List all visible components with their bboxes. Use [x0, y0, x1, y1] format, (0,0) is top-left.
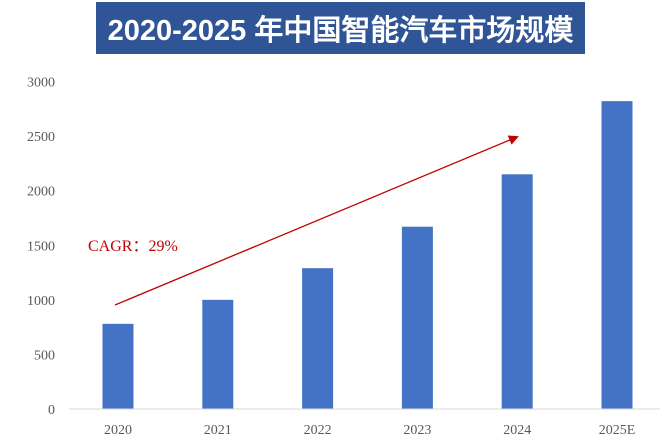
- bar-2023: [401, 226, 433, 409]
- y-tick-label: 500: [34, 348, 55, 363]
- x-tick-label: 2022: [304, 423, 332, 438]
- trend-arrow: [114, 135, 519, 306]
- chart-title: 2020-2025 年中国智能汽车市场规模: [107, 15, 574, 47]
- x-tick-label: 2020: [104, 423, 132, 438]
- bar-2025E: [601, 101, 633, 410]
- bar-2021: [202, 299, 234, 409]
- y-tick-label: 0: [48, 403, 55, 418]
- x-tick-label: 2024: [503, 423, 531, 438]
- x-tick-label: 2025E: [599, 423, 636, 438]
- y-tick-label: 2500: [27, 130, 55, 145]
- y-tick-label: 1000: [27, 294, 55, 309]
- x-tick-label: 2021: [204, 423, 232, 438]
- chart-title-box: 2020-2025 年中国智能汽车市场规模: [96, 2, 585, 54]
- cagr-annotation: CAGR：29%: [88, 238, 178, 255]
- y-tick-label: 1500: [27, 239, 55, 254]
- bar-2024: [501, 174, 533, 409]
- y-tick-label: 3000: [27, 76, 55, 91]
- bar-2020: [102, 323, 134, 409]
- x-tick-label: 2023: [403, 423, 431, 438]
- y-tick-label: 2000: [27, 185, 55, 200]
- bar-2022: [302, 268, 334, 409]
